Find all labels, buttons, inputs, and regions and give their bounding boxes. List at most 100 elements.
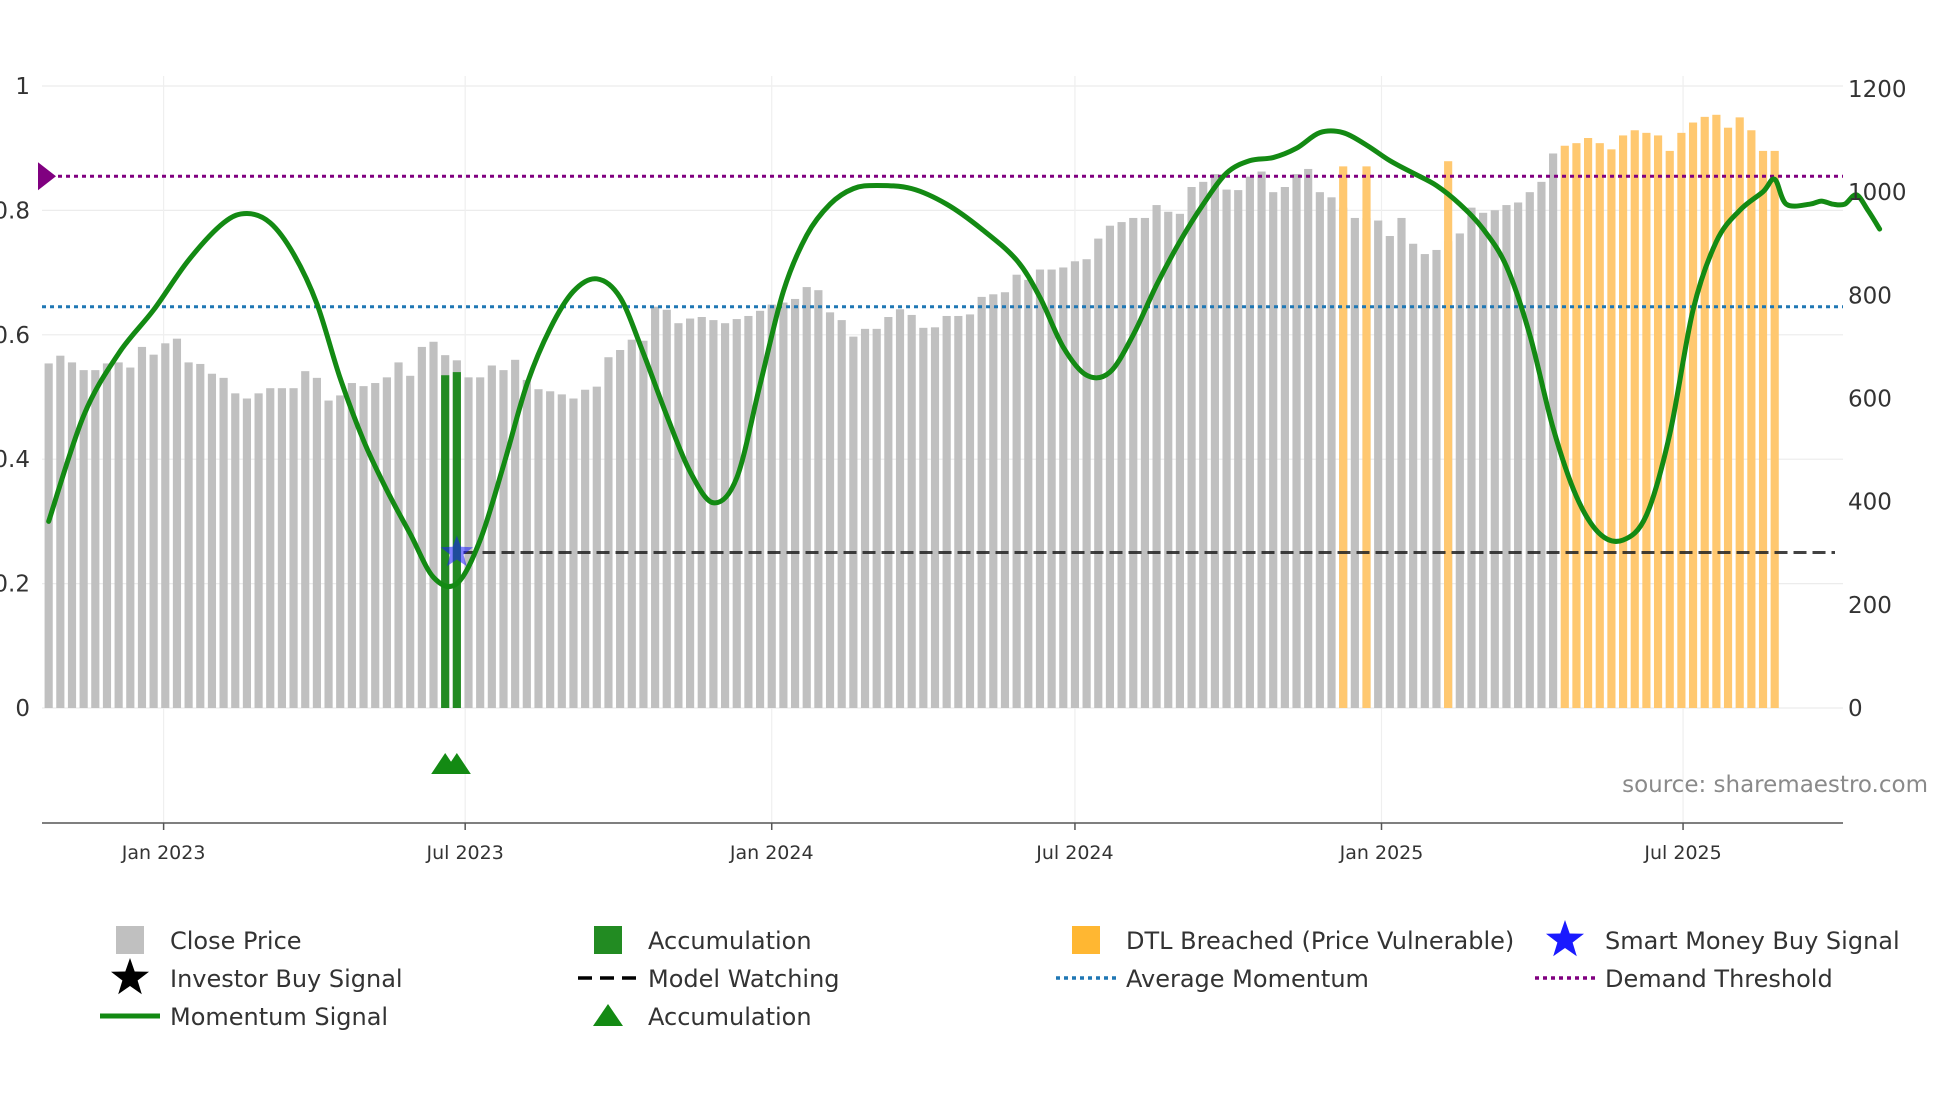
dtl-breached-bar [1770,150,1779,708]
close-price-bar [1385,236,1394,708]
x-tick-label: Jan 2024 [729,842,814,864]
close-price-bar [359,386,368,708]
close-price-bar [1409,243,1418,708]
dtl-breached-bar [1572,143,1581,709]
close-price-bar [872,328,881,708]
close-price-bar [1164,211,1173,709]
close-price-bar [44,363,53,708]
close-price-bar [1397,217,1406,709]
close-price-bar [1245,176,1254,709]
close-price-bar [1304,168,1313,708]
close-price-bar [102,363,112,708]
close-price-bar [1187,187,1196,709]
dtl-breached-bar [1700,116,1709,709]
close-price-bar [1234,190,1243,708]
legend-swatch-square [594,926,622,954]
close-price-bar [546,391,555,708]
close-price-bar [1047,269,1056,708]
legend-star-icon [1546,920,1584,957]
close-price-bar [1467,207,1476,708]
legend-item-investor-buy: Investor Buy Signal [111,958,403,995]
y-right-tick-label: 0 [1848,696,1863,722]
close-price-bar [674,323,683,708]
legend-label: Smart Money Buy Signal [1605,927,1900,955]
close-price-bar [534,389,543,708]
close-price-bar [627,339,636,708]
legend-label: Accumulation [648,1003,812,1031]
legend-item-dtl-breached: DTL Breached (Price Vulnerable) [1072,926,1514,955]
legend-label: Average Momentum [1126,965,1369,993]
legend: Close Price Accumulation DTL Breached (Pri… [100,920,1900,1031]
y-right-tick-label: 200 [1848,593,1892,619]
y-axis-left: 0 0.2 0.4 0.6 0.8 1 [0,74,30,722]
close-price-bar [651,306,660,708]
close-price-bar [1117,222,1126,708]
close-price-bar [1432,249,1441,708]
close-price-bar [814,290,823,708]
close-price-bar [767,304,776,708]
x-axis-ticks: Jan 2023 Jul 2023 Jan 2024 Jul 2024 Jan 2025… [121,823,1722,864]
legend-item-close-price: Close Price [116,926,302,955]
close-price-bar [1175,213,1184,708]
close-price-bar [639,340,648,708]
legend-label: Accumulation [648,927,812,955]
dtl-breached-spikes [1339,161,1453,708]
source-label: source: sharemaestro.com [1622,772,1928,798]
close-price-bar [196,363,205,708]
close-price-bar [604,357,613,708]
close-price-bar [137,346,147,708]
close-price-bar [977,296,986,708]
x-tick-label: Jan 2025 [1339,842,1424,864]
dtl-breached-bar [1712,114,1721,708]
close-price-bar [662,309,671,708]
close-price-bar [1140,217,1150,709]
y-right-tick-label: 800 [1848,283,1892,309]
close-price-bar [1327,197,1336,708]
close-price-bar [942,315,951,708]
close-price-bar [1350,217,1359,709]
dtl-breached-spike [1339,166,1348,708]
close-price-bar [312,377,321,708]
close-price-bar [884,316,893,708]
x-tick-label: Jul 2023 [426,842,504,864]
close-price-bar [91,370,100,708]
y-right-tick-label: 1200 [1848,77,1907,103]
dtl-breached-bar [1735,117,1744,708]
legend-label: Model Watching [648,965,840,993]
close-price-bar [522,379,531,708]
close-price-bar [487,365,496,708]
y-left-tick-label: 0.6 [0,323,30,349]
signal-markers [431,535,473,774]
dtl-breached-bar [1584,138,1593,709]
close-price-bar [254,393,263,708]
close-price-bar [697,316,706,708]
close-price-bar [930,327,940,708]
legend-label: Demand Threshold [1605,965,1833,993]
legend-label: Investor Buy Signal [170,965,403,993]
close-price-bar [1292,174,1301,709]
close-price-bar [1222,189,1231,708]
close-price-bars [44,114,1779,709]
close-price-bar [336,395,345,708]
y-left-tick-label: 0 [15,696,30,722]
dtl-breached-bar [1747,130,1756,708]
close-price-bar [1210,174,1219,709]
close-price-bar [1315,192,1324,708]
accumulation-triangle-marker [442,752,471,774]
close-price-bar [1280,187,1289,709]
dtl-breached-bar [1653,135,1663,709]
close-price-bar [1374,220,1383,708]
close-price-bar [860,328,870,708]
close-price-bar [1514,202,1523,708]
close-price-bar [592,386,601,708]
legend-triangle-icon [593,1004,623,1026]
close-price-bar [720,323,730,708]
close-price-bar [126,367,135,708]
close-price-bar [161,343,170,708]
x-tick-label: Jan 2023 [121,842,206,864]
demand-threshold-marker [38,162,56,191]
close-price-bar [1129,217,1138,709]
close-price-bar [1269,192,1278,708]
y-right-tick-label: 400 [1848,490,1892,516]
close-price-bar [184,362,193,708]
